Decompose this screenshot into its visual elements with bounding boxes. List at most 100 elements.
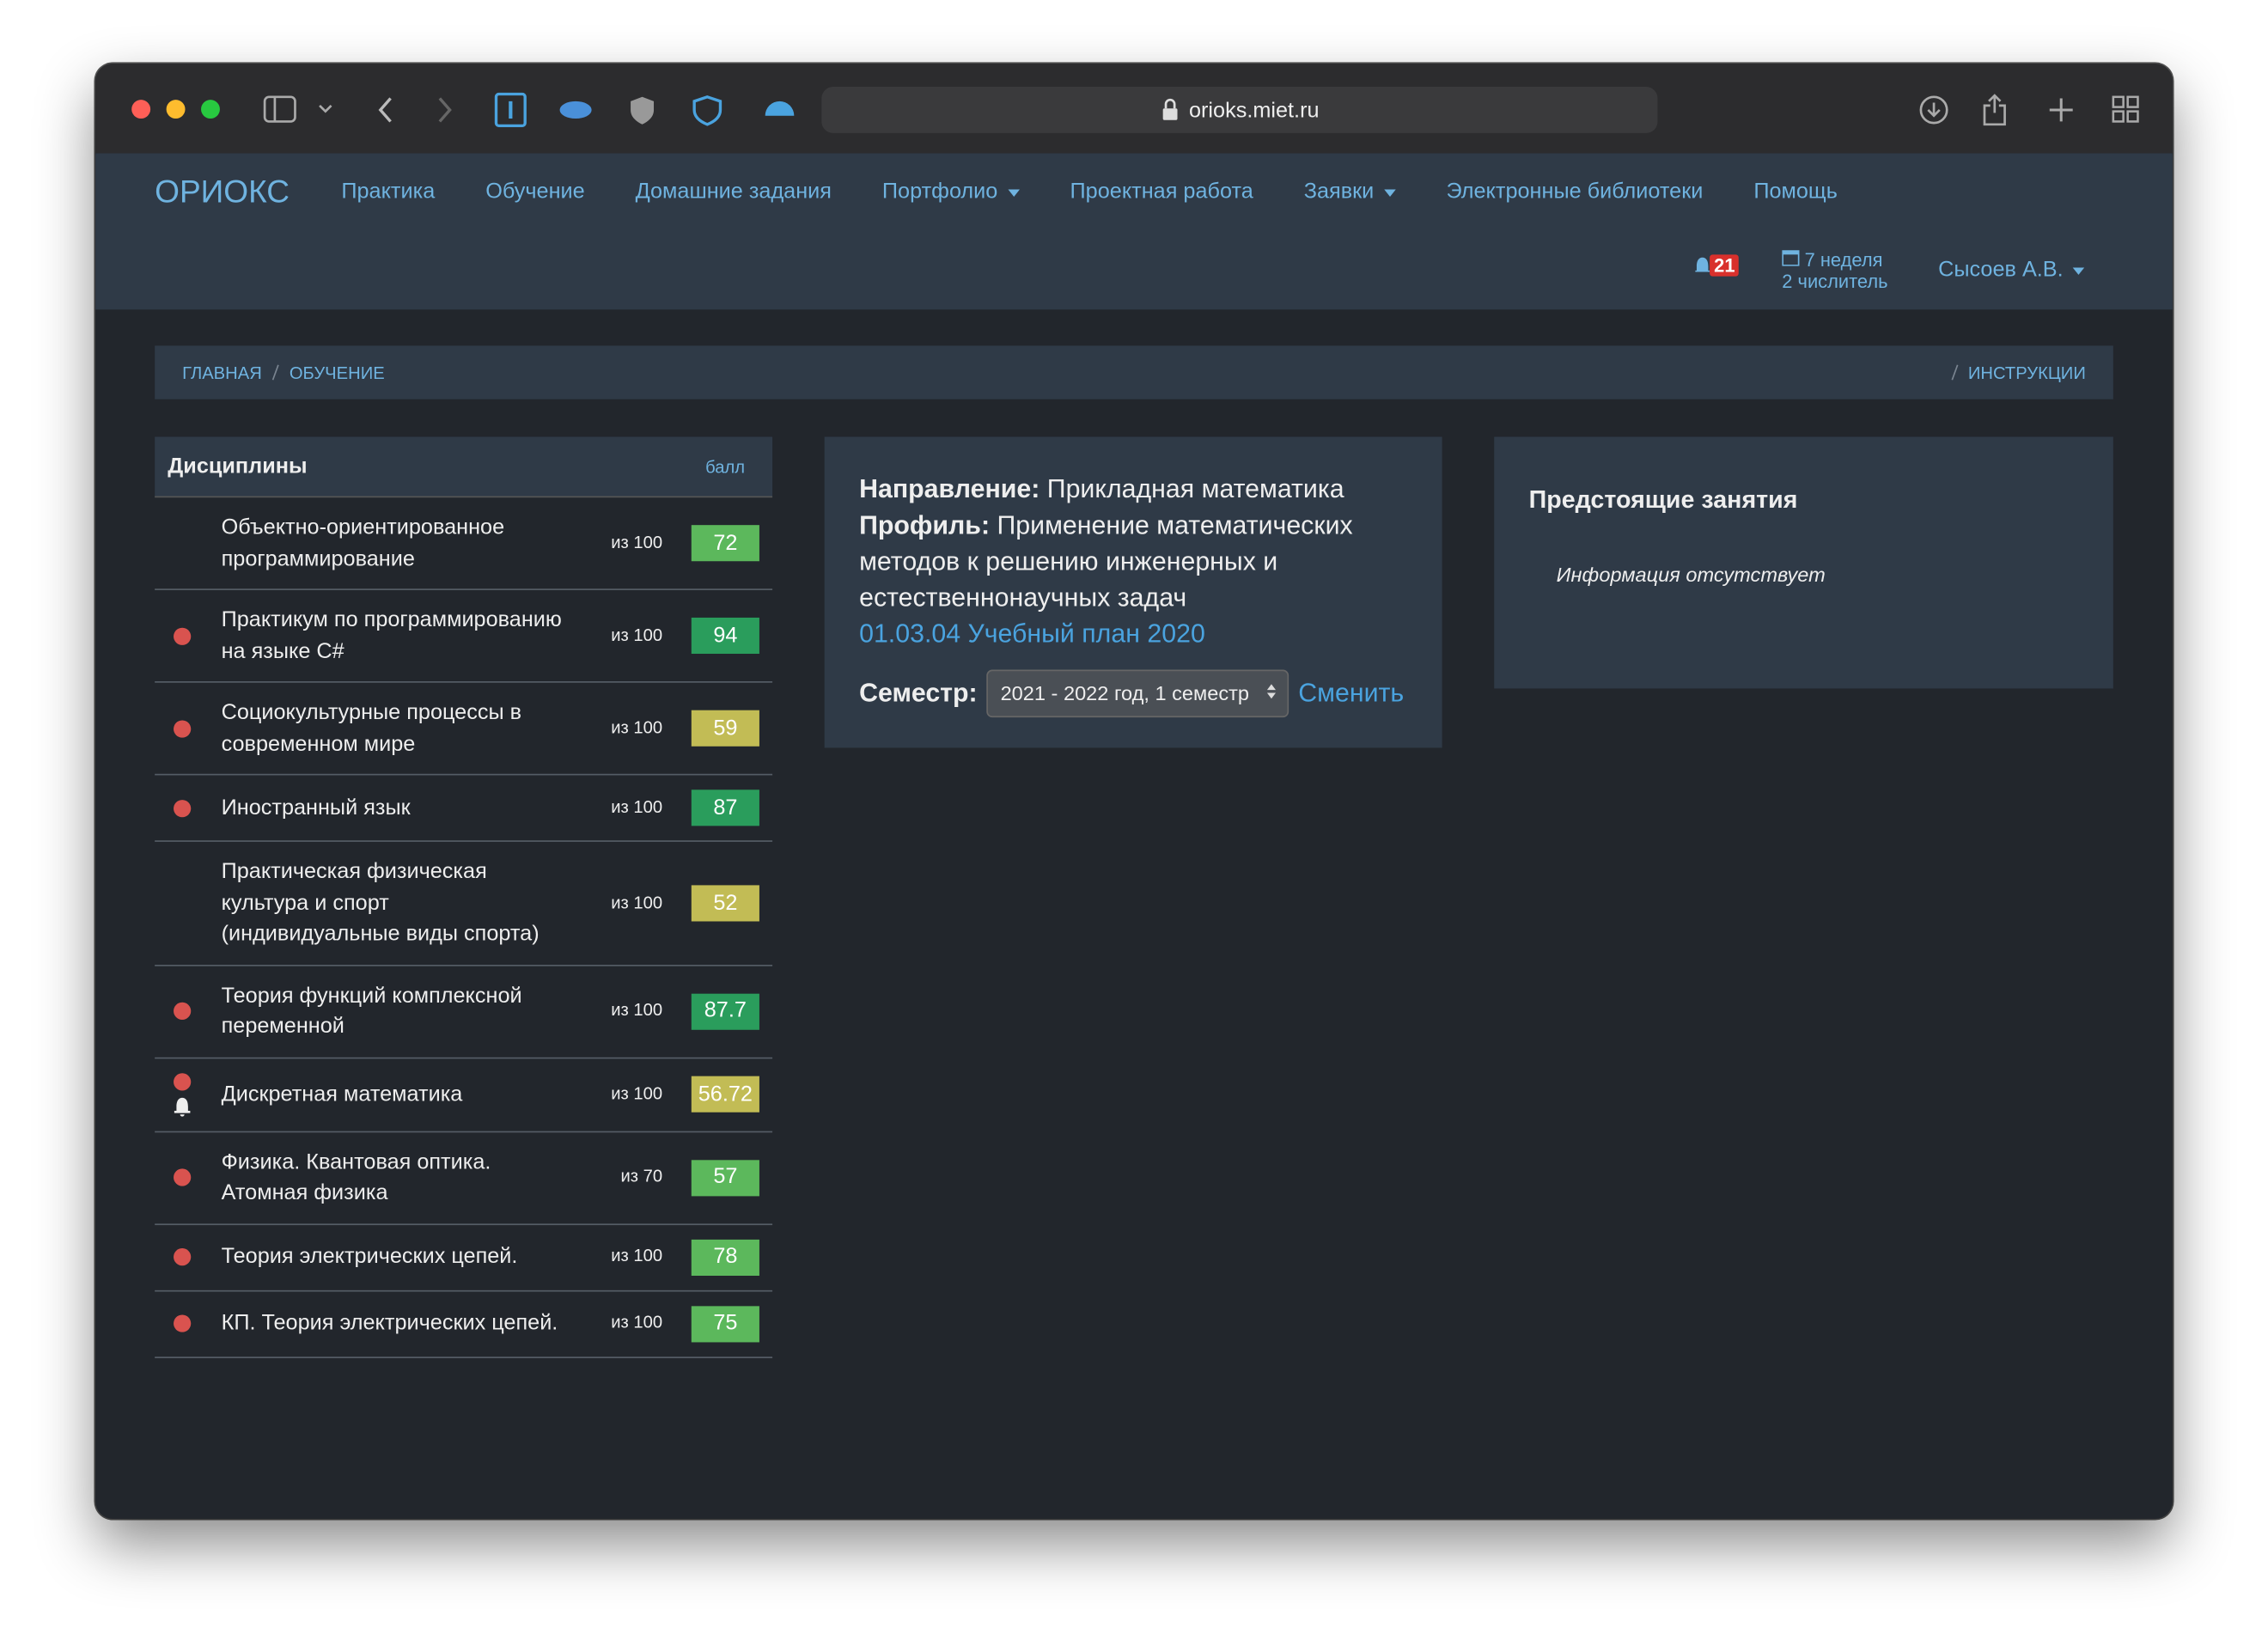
user-menu[interactable]: Сысоев А.В. <box>1938 257 2085 283</box>
discipline-name: Иностранный язык <box>221 795 411 820</box>
discipline-name: Объектно-ориентированное программировани… <box>221 515 505 571</box>
caret <box>1008 188 1020 197</box>
score-badge: 87.7 <box>691 992 759 1029</box>
change-link[interactable]: Сменить <box>1298 678 1405 708</box>
card-title: Предстоящие занятия <box>1528 485 1798 514</box>
status-dot <box>174 799 192 817</box>
row-marker <box>149 1072 215 1116</box>
max-score: из 100 <box>611 1082 663 1104</box>
discipline-name: Практическая физическая культура и спорт… <box>221 859 540 947</box>
nav-item[interactable]: Домашние задания <box>636 180 832 204</box>
bell-icon <box>174 1097 191 1116</box>
max-score: из 70 <box>620 1166 663 1187</box>
url: orioks.miet.ru <box>1188 97 1320 123</box>
nav-label: Заявки <box>1303 179 1375 204</box>
score-header: балл <box>705 456 746 477</box>
label: Профиль: <box>859 510 991 540</box>
profile: Применение математических методов к реше… <box>859 510 1353 613</box>
nav-menu: Практика Обучение Домашние задания Портфоли… <box>341 180 1838 204</box>
discipline-row[interactable]: Практикум по программированию на языке C… <box>155 590 773 683</box>
discipline-row[interactable]: Дискретная математика из 100 56.72 <box>155 1058 773 1132</box>
nav-item[interactable]: Портфолио <box>882 180 1020 204</box>
score-badge: 52 <box>691 884 759 922</box>
nav-item[interactable]: Обучение <box>485 180 584 204</box>
score-badge: 72 <box>691 525 759 562</box>
minimize-button[interactable] <box>166 100 186 119</box>
discipline-list: Объектно-ориентированное программировани… <box>155 497 773 1358</box>
max-score: из 100 <box>611 716 663 738</box>
discipline-row[interactable]: Теория электрических цепей. из 100 78 <box>155 1224 773 1291</box>
nav-item[interactable]: Помощь <box>1753 180 1838 204</box>
content: ГЛАВНАЯ ОБУЧЕНИЕ ИНСТРУКЦИИ Дисциплины бал… <box>95 309 2173 1519</box>
nav-label: Домашние задания <box>635 179 832 204</box>
discipline-row[interactable]: Практическая физическая культура и спорт… <box>155 842 773 966</box>
status-dot <box>174 1248 192 1266</box>
nav-label: Портфолио <box>881 179 998 204</box>
discipline-name: Физика. Квантовая оптика. Атомная физика <box>221 1149 491 1205</box>
notification-count: 21 <box>1710 254 1740 277</box>
nav-item[interactable]: Заявки <box>1304 180 1396 204</box>
header-title: Дисциплины <box>168 454 308 479</box>
user-name: Сысоев А.В. <box>1938 257 2064 283</box>
discipline-row[interactable]: Физика. Квантовая оптика. Атомная физика… <box>155 1131 773 1225</box>
nav-item[interactable]: Электронные библиотеки <box>1446 180 1703 204</box>
program-info: Направление: Прикладная математика Профи… <box>859 472 1409 718</box>
breadcrumb[interactable]: ОБУЧЕНИЕ <box>289 362 385 383</box>
score-badge: 56.72 <box>691 1076 759 1113</box>
row-marker <box>149 719 215 737</box>
nav-item[interactable]: Проектная работа <box>1070 180 1253 204</box>
row-marker <box>149 1314 215 1332</box>
brand[interactable]: ОРИОКС <box>155 174 290 210</box>
nav-label: Практика <box>341 179 436 204</box>
back-forward[interactable] <box>370 93 457 127</box>
discipline-name: Практикум по программированию на языке C… <box>221 607 562 663</box>
zoom-button[interactable] <box>201 100 220 119</box>
row-marker <box>149 1168 215 1186</box>
discipline-name: Теория функций комплексной переменной <box>221 983 522 1039</box>
navbar: ОРИОКС Практика Обучение Домашние задания П… <box>95 153 2173 310</box>
notifications[interactable]: 21 <box>1695 254 1740 277</box>
max-score: из 100 <box>611 796 663 817</box>
browser-window: orioks.miet.ru ОРИОКС Практика Обучение До… <box>95 64 2173 1519</box>
discipline-row[interactable]: Социокультурные процессы в современном м… <box>155 683 773 776</box>
close-button[interactable] <box>131 100 151 119</box>
nav-label: Электронные библиотеки <box>1446 179 1704 204</box>
nav-label: Помощь <box>1753 179 1838 204</box>
sidebar-button[interactable] <box>262 93 349 127</box>
nav-label: Обучение <box>485 179 585 204</box>
bell-shape <box>174 1097 191 1116</box>
discipline-row[interactable]: Иностранный язык из 100 87 <box>155 775 773 842</box>
week-info[interactable]: 7 неделя 2 числитель <box>1782 249 1888 293</box>
caret <box>1384 188 1396 197</box>
program-card: Направление: Прикладная математика Профи… <box>824 436 1442 748</box>
label: Семестр: <box>859 678 978 708</box>
discipline-row[interactable]: Теория функций комплексной переменной из … <box>155 966 773 1058</box>
upcoming-card: Предстоящие занятия Информация отсутству… <box>1494 436 2113 689</box>
breadcrumb[interactable]: ГЛАВНАЯ <box>182 362 262 383</box>
week-type: 2 числитель <box>1782 270 1888 293</box>
row-marker <box>149 1002 215 1020</box>
discipline-row[interactable]: КП. Теория электрических цепей. из 100 75 <box>155 1291 773 1358</box>
score-badge: 94 <box>691 617 759 655</box>
max-score: из 100 <box>611 999 663 1021</box>
toolbar-buttons[interactable] <box>1918 93 2149 127</box>
discipline-row[interactable]: Объектно-ориентированное программировани… <box>155 497 773 590</box>
nav-item[interactable]: Практика <box>341 180 435 204</box>
plan-link[interactable]: 01.03.04 Учебный план 2020 <box>859 619 1205 649</box>
status-dot <box>174 1314 192 1332</box>
semester-select[interactable]: 2021 - 2022 год, 1 семестр <box>985 669 1289 718</box>
status-dot <box>174 1072 192 1090</box>
row-marker <box>149 1248 215 1266</box>
extensions[interactable] <box>493 92 797 128</box>
score-badge: 78 <box>691 1239 759 1276</box>
status-dot <box>174 626 192 645</box>
address-bar[interactable]: orioks.miet.ru <box>821 87 1658 133</box>
separator <box>271 364 279 381</box>
status-dot <box>174 1002 192 1020</box>
instructions-link[interactable]: ИНСТРУКЦИИ <box>1967 362 2086 383</box>
bell-icon <box>1695 256 1710 271</box>
discipline-name: Дискретная математика <box>221 1081 463 1106</box>
